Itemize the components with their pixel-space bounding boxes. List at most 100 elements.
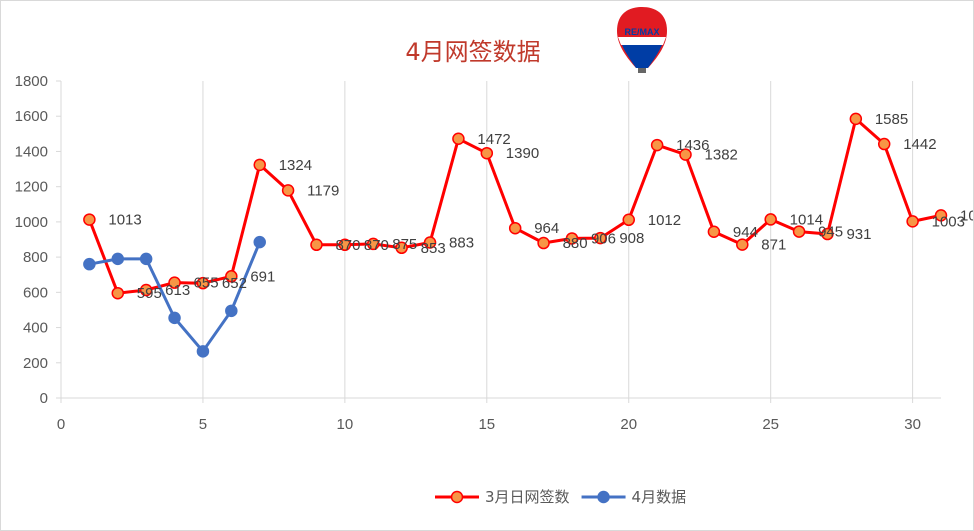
- data-label: 655: [194, 275, 219, 292]
- series-layer: [83, 112, 948, 358]
- data-point: [849, 112, 863, 126]
- data-label: 870: [335, 237, 360, 254]
- legend: 3月日网签数 4月数据: [435, 488, 686, 506]
- data-point: [650, 138, 664, 152]
- data-label: 853: [421, 240, 446, 257]
- data-point: [821, 227, 834, 241]
- data-point: [594, 231, 607, 245]
- y-tick-label: 200: [23, 355, 48, 372]
- data-label: 652: [222, 275, 247, 292]
- y-tick-label: 1800: [15, 73, 48, 90]
- data-point: [253, 158, 266, 172]
- legend-label: 4月数据: [632, 488, 687, 506]
- data-label: 908: [619, 230, 644, 247]
- data-point: [225, 304, 238, 318]
- x-tick-label: 15: [478, 416, 495, 433]
- data-label: 1013: [108, 212, 141, 229]
- data-point: [83, 257, 96, 271]
- data-point: [111, 252, 125, 266]
- legend-item: 3月日网签数: [435, 488, 570, 506]
- data-label: 1472: [477, 131, 510, 148]
- data-point: [168, 276, 181, 289]
- data-point: [707, 225, 721, 239]
- data-label: 1442: [903, 136, 936, 153]
- data-label: 1012: [648, 212, 681, 229]
- data-label: 1014: [790, 211, 823, 228]
- data-label: 595: [137, 285, 162, 302]
- data-label: 871: [761, 237, 786, 254]
- data-label: 870: [364, 237, 389, 254]
- data-label: 906: [591, 230, 616, 247]
- data-point: [139, 252, 153, 266]
- remax-balloon-logo: RE/MAX: [617, 7, 667, 73]
- data-point: [423, 236, 437, 249]
- data-point: [367, 237, 380, 251]
- data-point: [906, 215, 919, 228]
- y-tick-label: 600: [23, 284, 48, 301]
- data-label: 1436: [676, 137, 709, 154]
- x-tick-label: 5: [199, 416, 207, 433]
- data-point: [537, 236, 550, 250]
- x-tick-label: 0: [57, 416, 65, 433]
- data-point: [395, 241, 408, 255]
- data-label: 1585: [875, 111, 908, 128]
- data-point: [281, 184, 295, 197]
- data-label: 944: [733, 224, 758, 241]
- data-label: 1390: [506, 145, 539, 162]
- data-label: 691: [250, 268, 275, 285]
- x-axis-ticks: 0 5 10 15 20 25 30: [57, 398, 921, 433]
- y-tick-label: 1600: [15, 108, 48, 125]
- data-label: 613: [165, 282, 190, 299]
- data-label: 1382: [705, 147, 738, 164]
- data-point: [679, 148, 692, 161]
- axes: [60, 81, 941, 399]
- data-label: 964: [534, 220, 559, 237]
- data-point: [764, 213, 777, 226]
- data-point: [196, 345, 210, 358]
- x-tick-label: 20: [620, 416, 637, 433]
- data-label: 883: [449, 234, 474, 251]
- y-tick-label: 400: [23, 320, 48, 337]
- chart-title: 4月网签数据: [405, 38, 540, 66]
- legend-swatch-marker: [450, 490, 464, 504]
- legend-label: 3月日网签数: [485, 488, 570, 506]
- data-point: [111, 286, 125, 300]
- legend-swatch-marker: [597, 490, 610, 504]
- data-point: [792, 225, 806, 238]
- x-tick-label: 10: [337, 416, 354, 433]
- data-point: [565, 232, 579, 245]
- data-point: [934, 209, 948, 222]
- data-label: 1179: [307, 182, 339, 199]
- data-point: [480, 146, 494, 160]
- data-label: 1037: [960, 207, 973, 224]
- data-point: [168, 311, 181, 325]
- data-point: [83, 213, 96, 226]
- y-tick-label: 1000: [15, 214, 48, 231]
- x-tick-label: 25: [762, 416, 779, 433]
- y-tick-label: 0: [40, 390, 48, 407]
- data-point: [139, 283, 153, 297]
- legend-item: 4月数据: [581, 488, 687, 506]
- data-point: [452, 132, 465, 146]
- y-tick-label: 1400: [15, 143, 48, 160]
- data-label: 880: [563, 235, 588, 252]
- data-point: [338, 238, 352, 252]
- data-point: [225, 270, 238, 283]
- data-point: [196, 276, 210, 290]
- logo-text: RE/MAX: [624, 27, 659, 37]
- data-point: [736, 238, 749, 251]
- y-tick-label: 1200: [15, 179, 48, 196]
- data-point: [622, 213, 635, 227]
- data-label: 875: [392, 236, 417, 253]
- data-label: 945: [818, 224, 843, 241]
- data-point: [508, 221, 522, 235]
- series-1: [83, 112, 948, 300]
- y-tick-label: 800: [23, 249, 48, 266]
- data-label: 1003: [932, 213, 965, 230]
- data-point: [310, 238, 323, 252]
- series-2: [83, 235, 266, 358]
- y-axis-ticks: 0 200 400 600 800 1000 1200 1400 1600 1800: [15, 73, 61, 407]
